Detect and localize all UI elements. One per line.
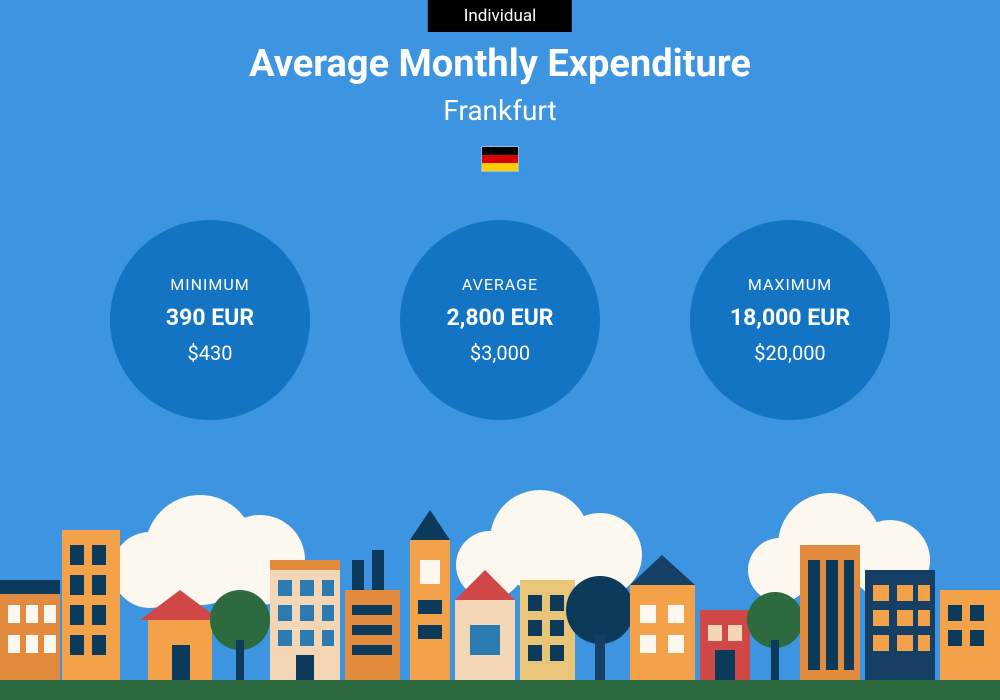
stat-value-usd: $430: [188, 341, 233, 365]
stat-circle-average: AVERAGE 2,800 EUR $3,000: [400, 220, 600, 420]
stat-label: MINIMUM: [170, 275, 249, 294]
flag-stripe: [482, 155, 518, 163]
city-subtitle: Frankfurt: [0, 94, 1000, 127]
page-title: Average Monthly Expenditure: [0, 42, 1000, 86]
flag-germany-icon: [481, 146, 519, 172]
stat-value-usd: $3,000: [470, 341, 530, 365]
stat-label: MAXIMUM: [748, 275, 832, 294]
stat-circles-row: MINIMUM 390 EUR $430 AVERAGE 2,800 EUR $…: [0, 220, 1000, 420]
stat-circle-maximum: MAXIMUM 18,000 EUR $20,000: [690, 220, 890, 420]
flag-stripe: [482, 147, 518, 155]
stat-value-local: 390 EUR: [166, 304, 254, 331]
flag-stripe: [482, 163, 518, 171]
stat-circle-minimum: MINIMUM 390 EUR $430: [110, 220, 310, 420]
stat-value-usd: $20,000: [754, 341, 825, 365]
stat-value-local: 18,000 EUR: [730, 304, 850, 331]
category-badge: Individual: [428, 0, 572, 32]
stat-label: AVERAGE: [462, 275, 538, 294]
category-badge-text: Individual: [464, 6, 536, 26]
stat-value-local: 2,800 EUR: [447, 304, 554, 331]
cityscape-illustration: [0, 490, 1000, 700]
